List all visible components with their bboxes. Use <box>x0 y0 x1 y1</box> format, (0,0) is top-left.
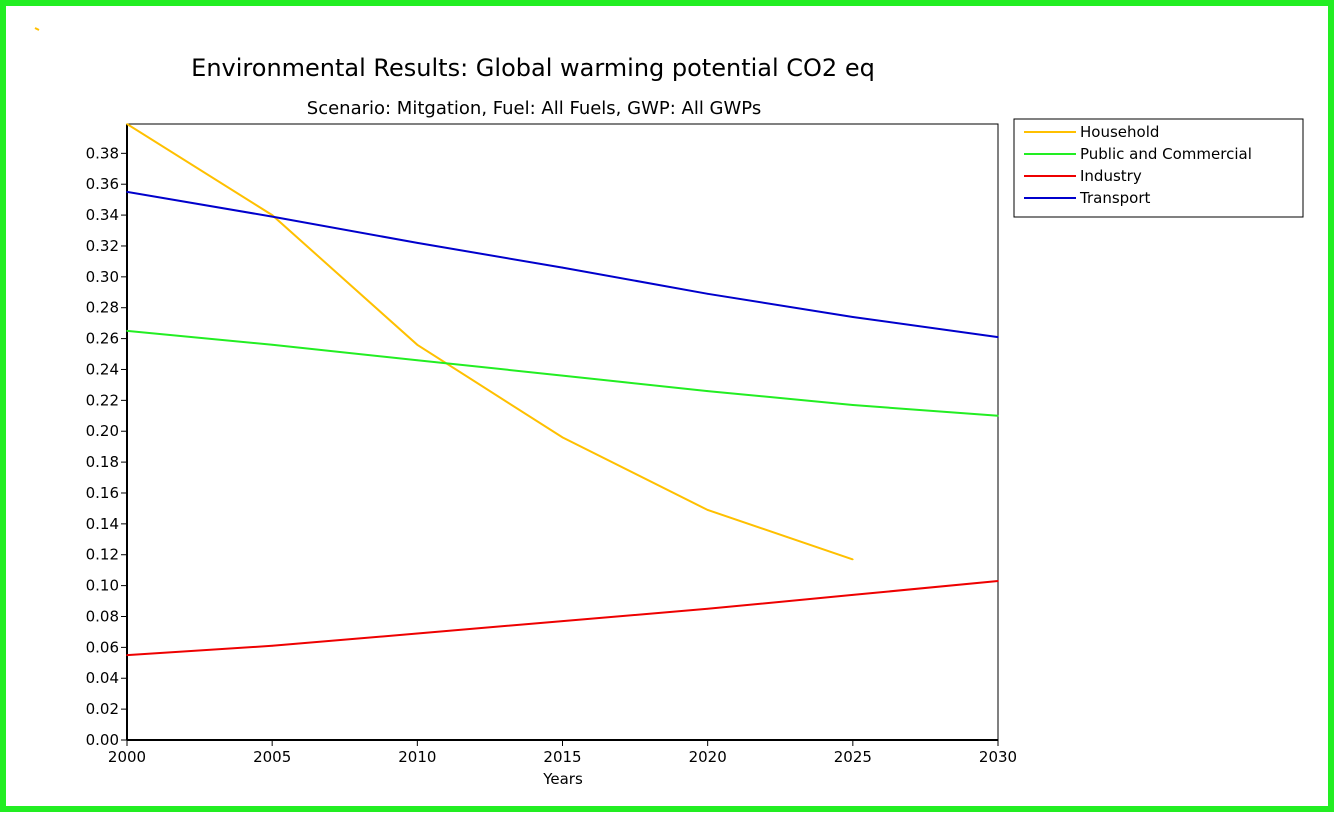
data-point-public-and-commercial <box>852 404 854 406</box>
data-point-industry <box>852 594 854 596</box>
data-point-household <box>126 123 128 125</box>
y-tick-label: 0.28 <box>86 299 119 317</box>
data-point-transport <box>271 215 273 218</box>
data-point-public-and-commercial <box>997 414 999 417</box>
y-tick-label: 0.12 <box>86 546 119 564</box>
series-line-industry <box>126 580 999 657</box>
data-point-transport <box>416 242 419 244</box>
x-tick-label: 2015 <box>543 748 581 766</box>
series-line-transport <box>126 190 999 339</box>
data-point-household <box>852 558 854 561</box>
data-point-industry <box>271 645 273 647</box>
data-point-household <box>416 343 419 346</box>
chart-title: Environmental Results: Global warming po… <box>191 54 875 82</box>
y-tick-label: 0.36 <box>86 175 119 193</box>
x-axis: 2000 2005 2010 2015 2020 2025 2030 <box>108 740 1017 766</box>
y-tick-label: 0.38 <box>86 144 119 162</box>
y-tick-label: 0.00 <box>86 731 119 749</box>
data-point-industry <box>126 654 128 656</box>
chart-subtitle: Scenario: Mitgation, Fuel: All Fuels, GW… <box>307 98 761 119</box>
y-tick-label: 0.04 <box>86 669 119 687</box>
x-tick-label: 2020 <box>689 748 727 766</box>
y-tick-label: 0.06 <box>86 638 119 656</box>
y-axis: 0.00 0.02 0.04 0.06 0.08 0.10 0.12 0.14 0.16 0.18… <box>86 144 127 749</box>
y-tick-label: 0.20 <box>86 422 119 440</box>
legend-label: Industry <box>1080 167 1142 185</box>
series-line-household <box>126 123 854 561</box>
data-point-public-and-commercial <box>271 343 273 346</box>
corner-mark <box>34 27 40 31</box>
y-tick-label: 0.08 <box>86 607 119 625</box>
data-point-industry <box>997 580 999 582</box>
data-point-public-and-commercial <box>416 359 419 362</box>
y-tick-label: 0.10 <box>86 577 119 595</box>
data-point-industry <box>416 632 419 635</box>
y-tick-label: 0.32 <box>86 237 119 255</box>
legend: Household Public and Commercial Industry Tr… <box>1013 118 1304 218</box>
data-point-household <box>561 436 564 439</box>
series-lines <box>126 123 999 657</box>
data-point-transport <box>997 336 999 338</box>
data-point-public-and-commercial <box>561 374 564 377</box>
y-tick-label: 0.24 <box>86 360 119 378</box>
legend-box <box>1013 118 1304 218</box>
y-tick-label: 0.16 <box>86 484 119 502</box>
y-tick-label: 0.22 <box>86 391 119 409</box>
data-point-transport <box>852 316 854 318</box>
data-point-public-and-commercial <box>706 390 709 392</box>
series-line-public-and-commercial <box>126 329 999 417</box>
data-point-transport <box>706 293 709 295</box>
y-tick-label: 0.14 <box>86 515 119 533</box>
x-tick-label: 2005 <box>253 748 291 766</box>
x-tick-label: 2010 <box>398 748 436 766</box>
data-point-household <box>271 214 273 216</box>
x-tick-label: 2030 <box>979 748 1017 766</box>
y-tick-label: 0.26 <box>86 330 119 348</box>
legend-label: Public and Commercial <box>1080 145 1252 163</box>
legend-label: Transport <box>1079 189 1151 207</box>
y-tick-label: 0.02 <box>86 700 119 718</box>
data-point-transport <box>561 266 564 269</box>
x-tick-label: 2000 <box>108 748 146 766</box>
x-axis-label: Years <box>542 770 583 788</box>
y-tick-label: 0.34 <box>86 206 119 224</box>
data-point-industry <box>561 620 564 622</box>
data-point-public-and-commercial <box>126 330 128 332</box>
data-point-industry <box>706 607 709 610</box>
legend-label: Household <box>1080 123 1159 141</box>
data-point-household <box>706 509 709 511</box>
y-tick-label: 0.18 <box>86 453 119 471</box>
x-tick-label: 2025 <box>834 748 872 766</box>
chart: Environmental Results: Global warming po… <box>34 27 1304 788</box>
y-tick-label: 0.30 <box>86 268 119 286</box>
data-point-transport <box>126 191 128 193</box>
